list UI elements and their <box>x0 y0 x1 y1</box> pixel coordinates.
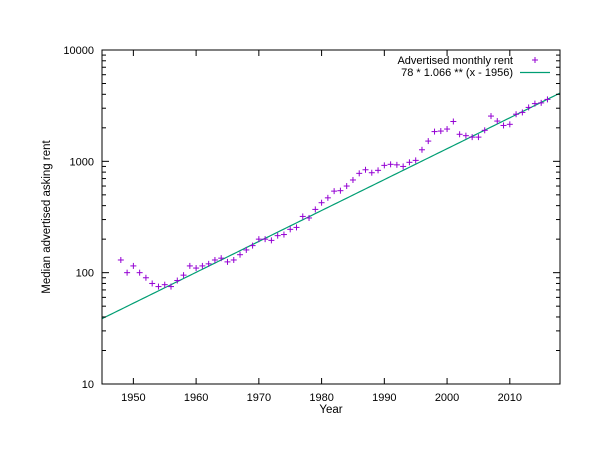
data-point <box>193 265 200 272</box>
x-tick-label: 2010 <box>498 392 522 404</box>
data-point <box>406 159 413 166</box>
data-point <box>494 118 501 125</box>
data-point <box>425 138 432 145</box>
data-point <box>218 255 225 262</box>
data-point <box>211 256 218 263</box>
data-point <box>500 122 507 129</box>
data-point <box>381 162 388 169</box>
data-point <box>469 134 476 141</box>
data-point <box>418 146 425 153</box>
x-tick-label: 1980 <box>309 392 333 404</box>
legend-marker-rent <box>532 57 538 63</box>
data-point <box>387 161 394 168</box>
data-point <box>450 118 457 125</box>
y-tick-label: 10000 <box>63 45 94 57</box>
data-point <box>174 277 181 284</box>
data-point <box>456 131 463 138</box>
tick-labels: 1950 1960 1970 1980 1990 2000 2010 10 100 1000 100… <box>63 45 522 404</box>
data-point <box>124 269 131 276</box>
data-point <box>368 169 375 176</box>
data-point <box>243 246 250 253</box>
data-point <box>462 132 469 139</box>
data-point <box>544 96 551 103</box>
y-tick-label: 10 <box>82 379 94 391</box>
data-point <box>343 183 350 190</box>
data-point <box>255 236 262 243</box>
data-point <box>155 283 162 290</box>
data-point <box>312 206 319 213</box>
data-point <box>337 187 344 194</box>
data-point <box>356 170 363 177</box>
data-point <box>324 194 331 201</box>
data-point <box>412 157 419 164</box>
data-point <box>487 113 494 120</box>
data-layer <box>102 92 560 320</box>
data-point <box>268 237 275 244</box>
data-point <box>513 111 520 118</box>
axis-ticks <box>102 49 560 385</box>
data-point <box>199 262 206 269</box>
data-point <box>349 176 356 183</box>
data-point <box>519 109 526 116</box>
plot-frame <box>101 49 561 385</box>
data-point <box>318 199 325 206</box>
data-point <box>400 163 407 170</box>
data-point <box>249 242 256 249</box>
data-point <box>306 214 313 221</box>
data-point <box>205 260 212 267</box>
x-tick-label: 1970 <box>247 392 271 404</box>
data-point <box>525 104 532 111</box>
data-point <box>293 224 300 231</box>
data-point <box>481 127 488 134</box>
data-point <box>393 161 400 168</box>
data-point <box>475 134 482 141</box>
data-point <box>224 258 231 265</box>
data-point <box>136 269 143 276</box>
data-point <box>262 236 269 243</box>
data-point <box>142 274 149 281</box>
data-point <box>274 232 281 239</box>
data-point <box>161 281 168 288</box>
x-axis-title: Year <box>319 404 342 416</box>
data-point <box>149 280 156 287</box>
data-point <box>437 128 444 135</box>
data-point <box>375 167 382 174</box>
x-tick-label: 2000 <box>435 392 459 404</box>
data-point <box>230 256 237 263</box>
data-point <box>431 128 438 135</box>
y-tick-label: 100 <box>76 268 94 280</box>
data-point <box>180 272 187 279</box>
data-point <box>237 251 244 258</box>
data-point <box>117 256 124 263</box>
data-point <box>362 166 369 173</box>
y-axis-title: Median advertised asking rent <box>41 139 53 293</box>
data-point <box>331 188 338 195</box>
data-point <box>168 283 175 290</box>
x-tick-label: 1990 <box>372 392 396 404</box>
legend-label-fit: 78 * 1.066 ** (x - 1956) <box>401 67 513 79</box>
data-point <box>538 99 545 106</box>
data-point <box>130 262 137 269</box>
data-point <box>287 226 294 233</box>
data-point <box>506 121 513 128</box>
x-tick-label: 1950 <box>121 392 145 404</box>
data-point <box>186 262 193 269</box>
data-point <box>280 231 287 238</box>
legend: Advertised monthly rent 78 * 1.066 ** (x… <box>397 55 550 79</box>
x-tick-label: 1960 <box>184 392 208 404</box>
y-tick-label: 1000 <box>70 156 94 168</box>
legend-label-rent: Advertised monthly rent <box>397 55 513 67</box>
data-point <box>531 100 538 107</box>
data-point <box>299 213 306 220</box>
data-point <box>444 126 451 133</box>
